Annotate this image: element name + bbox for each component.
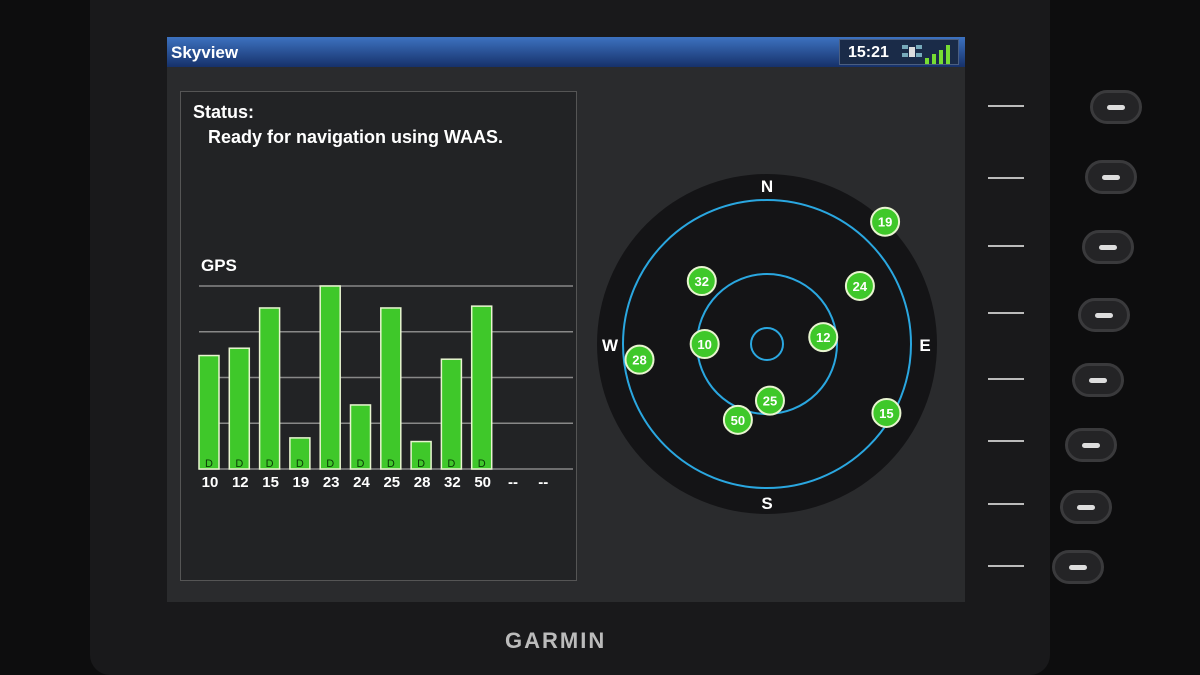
status-panel: Status: Ready for navigation using WAAS.… <box>180 91 577 581</box>
softkey-button[interactable] <box>1085 160 1137 194</box>
bar-label: D <box>326 458 334 470</box>
bar-label: D <box>447 458 455 470</box>
brand-logo: GARMIN <box>505 628 607 653</box>
title-bar: Skyview 15:21 <box>167 37 965 67</box>
satellite-id: 28 <box>632 353 646 368</box>
bar-label: D <box>387 458 395 470</box>
softkey-button[interactable] <box>1065 428 1117 462</box>
signal-strength-icon <box>925 45 950 64</box>
satellite-label: 15 <box>262 474 279 491</box>
softkey-button[interactable] <box>1082 230 1134 264</box>
bar-label: D <box>357 458 365 470</box>
satellite-marker: 25 <box>754 385 785 416</box>
satellite-dot <box>808 322 839 353</box>
satellite-marker: 28 <box>624 344 655 375</box>
bar-label: D <box>205 458 213 470</box>
satellite-label: 10 <box>202 474 219 491</box>
compass-label: N <box>761 177 773 196</box>
satellite-dot <box>844 270 875 301</box>
bar-label: D <box>417 458 425 470</box>
softkey-marker <box>988 245 1024 247</box>
satellite-dot <box>870 206 901 237</box>
satellite-dot <box>754 385 785 416</box>
signal-bar <box>349 404 372 470</box>
satellite-label: 32 <box>444 474 461 491</box>
screen: Skyview 15:21 Status: Ready for navigati… <box>167 37 965 602</box>
satellite-dot <box>686 266 717 297</box>
satellite-id: 15 <box>879 406 893 421</box>
signal-strength-chart: D 10 D 12 D 15 D 19 D 23 D 24 D 25 D 28 D 32 D 50 -- -- <box>198 285 573 491</box>
softkey-marker <box>988 503 1024 505</box>
compass-label: E <box>919 336 930 355</box>
signal-bar <box>289 437 311 470</box>
satellite-marker: 12 <box>808 322 839 353</box>
signal-bar <box>258 307 281 470</box>
softkey-marker <box>988 565 1024 567</box>
satellite-marker: 19 <box>870 206 901 237</box>
satellite-icon <box>902 45 922 57</box>
softkey-marker <box>988 177 1024 179</box>
signal-bar <box>228 347 251 470</box>
satellite-label: -- <box>508 474 518 491</box>
satellite-label: 12 <box>232 474 249 491</box>
elevation-ring <box>622 199 912 489</box>
clock: 15:21 <box>848 44 889 61</box>
satellite-label: 28 <box>414 474 431 491</box>
bar-label: D <box>478 458 486 470</box>
gps-chart-title: GPS <box>201 256 237 275</box>
satellite-marker: 32 <box>686 266 717 297</box>
satellite-id: 10 <box>697 337 711 352</box>
signal-bar <box>319 285 341 470</box>
softkey-marker <box>988 312 1024 314</box>
page-title: Skyview <box>171 43 239 62</box>
softkey-marker <box>988 440 1024 442</box>
softkey-button[interactable] <box>1060 490 1112 524</box>
softkey-button[interactable] <box>1078 298 1130 332</box>
softkey-button[interactable] <box>1052 550 1104 584</box>
satellite-label: 50 <box>474 474 491 491</box>
softkey-button[interactable] <box>1072 363 1124 397</box>
satellite-marker: 50 <box>722 404 753 435</box>
satellite-label: 24 <box>353 474 370 491</box>
elevation-ring <box>696 273 838 415</box>
satellite-label: -- <box>538 474 548 491</box>
satellite-id: 25 <box>763 394 777 409</box>
satellite-marker: 10 <box>689 329 720 359</box>
satellite-id: 12 <box>816 330 830 345</box>
status-label: Status: <box>193 102 255 122</box>
compass-label: S <box>761 494 772 513</box>
satellite-marker: 24 <box>844 270 875 301</box>
satellite-id: 19 <box>878 215 892 230</box>
satellite-marker: 15 <box>871 397 902 428</box>
compass-label: W <box>602 336 619 355</box>
satellite-dot <box>722 404 753 435</box>
signal-bar <box>198 354 220 470</box>
bar-label: D <box>235 458 243 470</box>
sky-disk <box>597 174 937 514</box>
bar-label: D <box>266 458 274 470</box>
signal-bar <box>410 440 432 470</box>
status-text: Ready for navigation using WAAS. <box>208 127 504 147</box>
satellite-id: 50 <box>731 413 745 428</box>
satellite-dot <box>689 329 720 359</box>
status-area: 15:21 <box>839 39 959 65</box>
satellite-label: 25 <box>383 474 400 491</box>
signal-bar <box>440 358 463 470</box>
bar-label: D <box>296 458 304 470</box>
satellite-id: 24 <box>853 279 868 294</box>
satellite-id: 32 <box>695 274 709 289</box>
elevation-ring <box>750 327 784 361</box>
softkey-button[interactable] <box>1090 90 1142 124</box>
satellite-label: 19 <box>293 474 310 491</box>
satellite-dot <box>624 344 655 375</box>
signal-bar <box>470 305 493 470</box>
satellite-dot <box>871 397 902 428</box>
satellite-label: 23 <box>323 474 340 491</box>
signal-bar <box>380 307 402 470</box>
softkey-marker <box>988 378 1024 380</box>
softkey-marker <box>988 105 1024 107</box>
